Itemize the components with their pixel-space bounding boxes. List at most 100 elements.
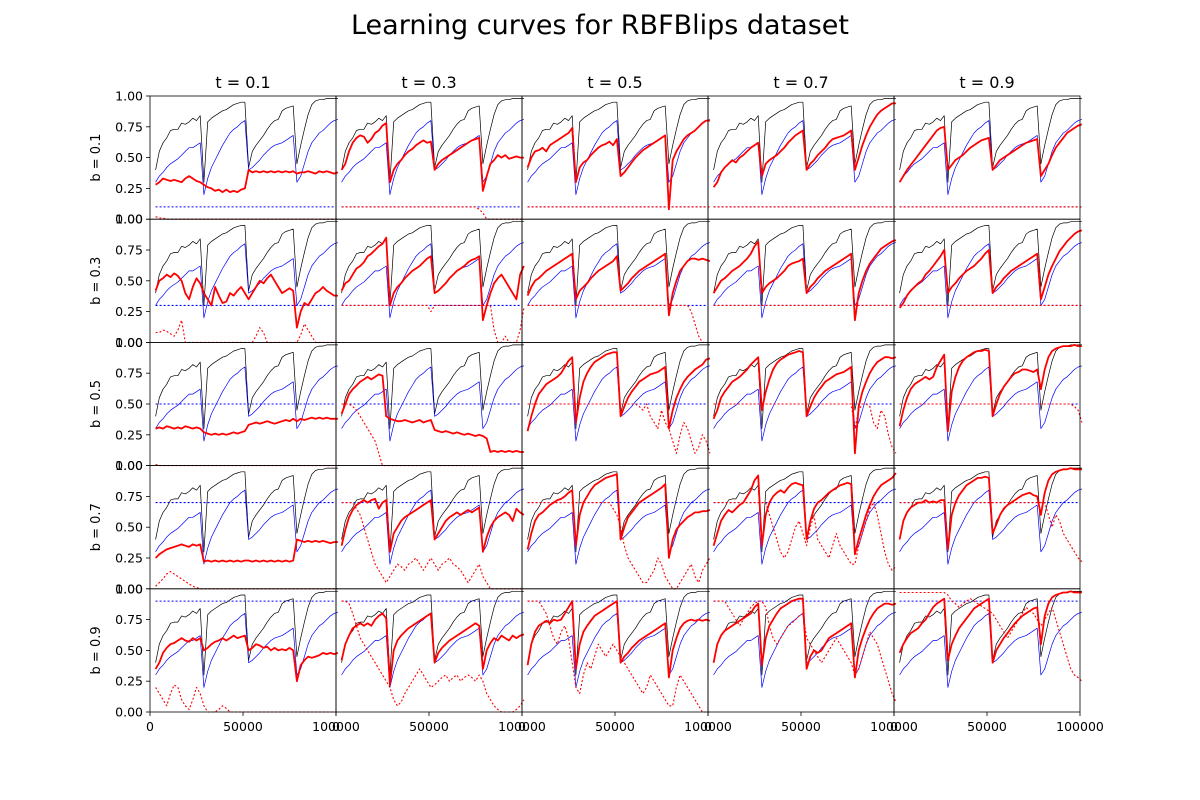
x-tick-label: 50000 <box>967 719 1007 734</box>
column-title-4: t = 0.7 <box>773 73 828 92</box>
reference-series-r4-c1 <box>155 488 339 565</box>
learner-series-r2-c2 <box>340 236 525 322</box>
learner-series-r1-c5 <box>898 123 1083 183</box>
row-label-2: b = 0.3 <box>89 257 104 305</box>
learner-series-r4-c2 <box>340 498 525 553</box>
reference-series-r3-c1 <box>155 365 339 442</box>
upper-series-r3-c2 <box>341 344 524 429</box>
y-tick-label: 0.50 <box>115 643 143 658</box>
upper-series-r1-c5 <box>899 98 1082 183</box>
learner-series-r3-c5 <box>898 344 1082 432</box>
y-tick-label: 0.00 <box>115 212 143 227</box>
upper-series-r4-c2 <box>341 467 524 553</box>
row-label-4: b = 0.7 <box>89 503 104 551</box>
upper-series-r1-c3 <box>527 98 710 183</box>
learner-series-r5-c2 <box>340 612 525 686</box>
x-tick-label: 50000 <box>781 719 821 734</box>
learner-series-r2-c5 <box>898 229 1083 309</box>
upper-series-r1-c4 <box>713 98 896 183</box>
y-tick-label: 1.00 <box>115 458 143 473</box>
reference-series-r3-c2 <box>341 365 525 442</box>
x-tick-label: 0 <box>518 719 526 734</box>
column-title-3: t = 0.5 <box>587 73 642 92</box>
upper-series-r2-c3 <box>527 221 710 306</box>
x-tick-label: 100000 <box>498 719 546 734</box>
learner-series-r5-c1 <box>154 634 339 683</box>
y-tick-label: 0.50 <box>115 520 143 535</box>
y-tick-label: 0.25 <box>115 551 143 566</box>
y-tick-label: 0.75 <box>115 489 143 504</box>
learner-series-r3-c1 <box>155 416 338 436</box>
y-tick-label: 0.75 <box>115 612 143 627</box>
fraction-series-r3-c3 <box>527 403 711 454</box>
reference-series-r1-c2 <box>341 119 525 195</box>
fraction-series-r4-c1 <box>155 571 338 590</box>
x-tick-label: 0 <box>704 719 712 734</box>
y-tick-label: 1.00 <box>115 581 143 596</box>
learner-series-r2-c3 <box>526 252 711 317</box>
column-title-2: t = 0.3 <box>401 73 456 92</box>
learner-series-r2-c4 <box>712 239 897 322</box>
y-tick-label: 1.00 <box>115 89 143 104</box>
y-tick-label: 0.25 <box>115 304 143 319</box>
reference-series-r2-c1 <box>155 242 339 319</box>
y-tick-label: 1.00 <box>115 335 143 350</box>
learner-series-r4-c3 <box>526 473 711 559</box>
y-tick-label: 0.75 <box>115 366 143 381</box>
learner-series-r1-c3 <box>526 119 710 211</box>
x-tick-label: 0 <box>890 719 898 734</box>
upper-series-r1-c1 <box>155 98 338 183</box>
column-title-1: t = 0.1 <box>215 73 270 92</box>
learner-series-r2-c1 <box>154 272 338 329</box>
learner-series-r5-c5 <box>898 590 1082 664</box>
upper-series-r2-c4 <box>713 221 896 306</box>
upper-series-r5-c1 <box>155 590 338 676</box>
row-label-5: b = 0.9 <box>89 626 104 674</box>
upper-series-r4-c1 <box>155 467 338 553</box>
x-tick-label: 100000 <box>1056 719 1104 734</box>
y-tick-label: 0.75 <box>115 243 143 258</box>
y-tick-label: 0.50 <box>115 150 143 165</box>
fraction-series-r3-c5 <box>899 403 1083 423</box>
fraction-series-r1-c2 <box>341 206 524 220</box>
y-tick-label: 0.25 <box>115 427 143 442</box>
fraction-series-r5-c3 <box>527 600 710 713</box>
column-title-5: t = 0.9 <box>959 73 1014 92</box>
y-tick-label: 0.00 <box>115 458 143 473</box>
y-tick-label: 0.25 <box>115 674 143 689</box>
x-tick-label: 50000 <box>595 719 635 734</box>
x-tick-label: 100000 <box>684 719 732 734</box>
y-tick-label: 0.75 <box>115 119 143 134</box>
fraction-series-r5-c2 <box>341 600 525 713</box>
learner-series-r3-c2 <box>340 373 524 453</box>
y-tick-label: 0.00 <box>115 581 143 596</box>
reference-series-r1-c5 <box>899 119 1083 195</box>
learner-series-r4-c1 <box>154 538 338 563</box>
learner-series-r3-c3 <box>526 351 711 432</box>
fraction-series-r2-c1 <box>155 319 338 343</box>
upper-series-r3-c1 <box>155 344 338 429</box>
y-tick-label: 1.00 <box>115 212 143 227</box>
y-tick-label: 0.00 <box>115 335 143 350</box>
learner-series-r1-c4 <box>712 102 896 188</box>
x-tick-label: 0 <box>146 719 154 734</box>
fraction-series-r2-c3 <box>527 304 710 343</box>
y-tick-label: 0.00 <box>115 705 143 720</box>
y-tick-label: 0.50 <box>115 397 143 412</box>
learner-series-r1-c1 <box>155 169 339 193</box>
fraction-series-r4-c4 <box>713 502 897 571</box>
x-tick-label: 100000 <box>870 719 918 734</box>
x-tick-label: 50000 <box>223 719 263 734</box>
x-tick-label: 50000 <box>409 719 449 734</box>
learner-series-r3-c4 <box>712 350 897 455</box>
learner-series-r5-c3 <box>526 600 711 679</box>
upper-series-r1-c2 <box>341 98 524 183</box>
fraction-series-r2-c2 <box>341 304 525 343</box>
fraction-series-r4-c5 <box>899 502 1083 563</box>
learner-series-r1-c2 <box>340 122 524 192</box>
reference-series-r5-c1 <box>155 611 339 688</box>
upper-series-r2-c2 <box>341 221 524 306</box>
row-label-3: b = 0.5 <box>89 380 104 428</box>
